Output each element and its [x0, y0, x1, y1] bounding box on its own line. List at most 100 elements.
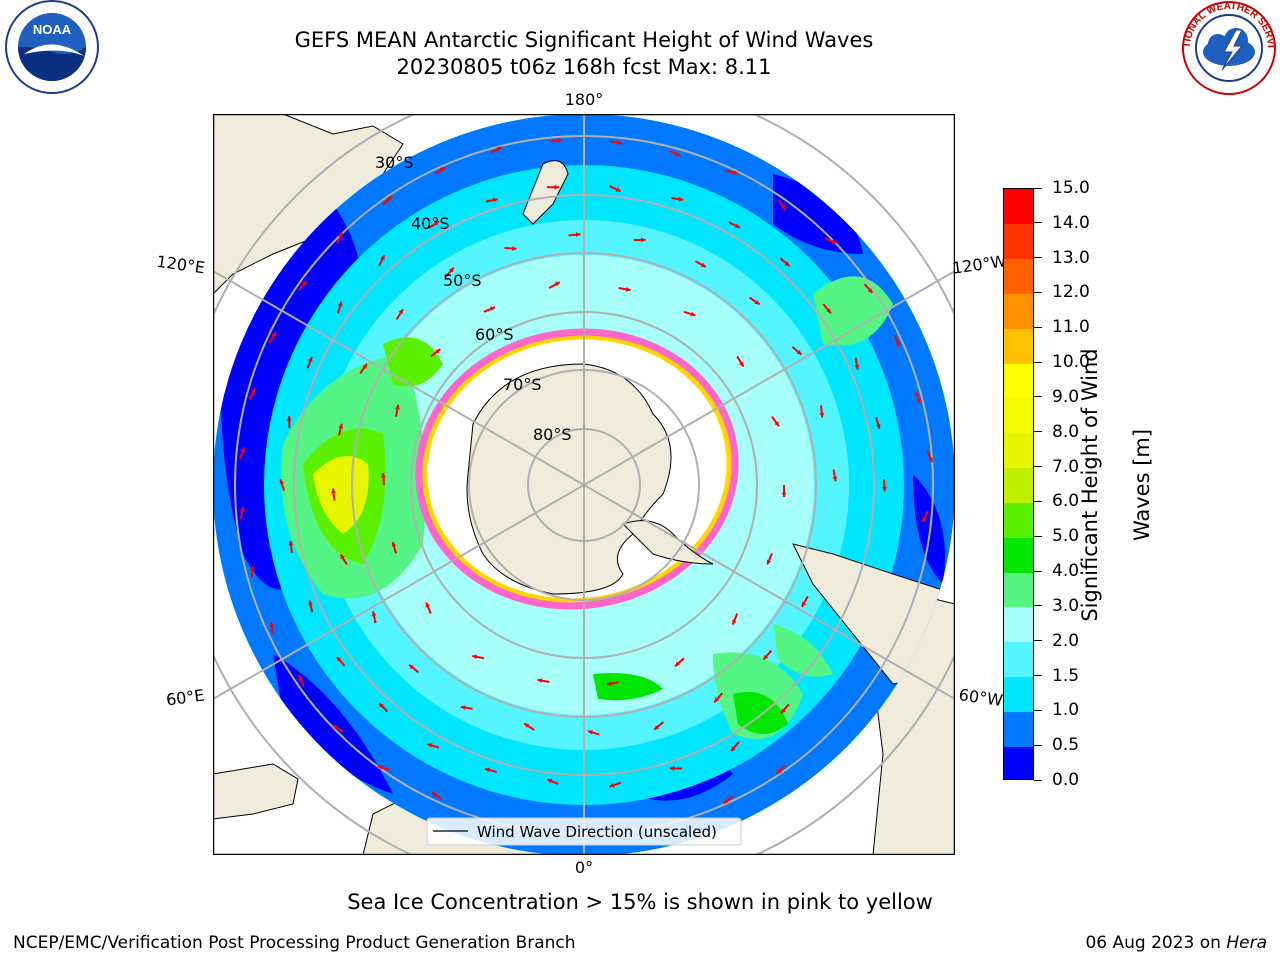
wind-wave-arrow-head: [338, 423, 344, 429]
colorbar-tick-label: 0.5: [1052, 735, 1080, 756]
nws-logo: NATIONAL WEATHER SERVICE: [1174, 0, 1280, 100]
wind-wave-arrow-head: [678, 196, 684, 202]
lat-label-60s: 60°S: [475, 325, 514, 344]
wind-wave-arrow-head: [781, 708, 786, 714]
wind-wave-arrow-head: [854, 364, 860, 370]
wind-wave-arrow-head: [298, 674, 303, 680]
lon-label-120e: 120°E: [155, 252, 206, 278]
colorbar-segment: [1004, 397, 1033, 434]
wind-wave-arrow-head: [524, 723, 530, 728]
colorbar-tick-label: 5.0: [1052, 526, 1080, 547]
wind-wave-arrow-head: [449, 267, 454, 273]
wind-wave-arrow-head: [732, 619, 737, 625]
colorbar-segment: [1004, 189, 1033, 225]
wind-wave-arrow-head: [641, 237, 646, 243]
colorbar-segment: [1004, 223, 1033, 260]
colorbar-title-line1: Significant Height of Wind: [1078, 348, 1102, 622]
wind-wave-arrow-head: [784, 261, 790, 267]
wind-wave-arrow-head: [288, 540, 294, 546]
lat-label-70s: 70°S: [503, 375, 542, 394]
chart-title: GEFS MEAN Antarctic Significant Height o…: [294, 28, 874, 52]
wind-wave-arrow-head: [240, 447, 245, 453]
colorbar-segment: [1004, 328, 1033, 364]
wind-wave-arrow-head: [916, 398, 921, 404]
wind-wave-arrow-head: [511, 246, 517, 251]
sea-ice-note: Sea Ice Concentration > 15% is shown in …: [347, 890, 933, 914]
wind-wave-arrow-head: [801, 601, 807, 607]
colorbar-tick: [1034, 431, 1042, 433]
noaa-logo-text: NOAA: [33, 22, 72, 37]
wind-wave-arrow-head: [269, 622, 275, 628]
lon-label-60w: 60°W: [958, 685, 1005, 710]
wind-wave-arrow-head: [625, 286, 631, 292]
wind-wave-arrow-head: [739, 361, 744, 367]
colorbar-tick-label: 7.0: [1052, 456, 1080, 477]
map-border: [212, 113, 956, 856]
wind-wave-arrow-head: [308, 600, 313, 606]
wind-wave-arrow-head: [271, 332, 276, 338]
wind-wave-arrow-head: [409, 664, 415, 670]
colorbar-tick: [1034, 779, 1042, 781]
wind-wave-arrow-head: [607, 681, 612, 686]
colorbar-tick: [1034, 744, 1042, 746]
wind-wave-arrow-head: [381, 473, 386, 478]
wind-wave-arrow-head: [895, 341, 901, 347]
map-legend: Wind Wave Direction (unscaled): [426, 817, 742, 846]
wind-wave-arrow-head: [781, 205, 786, 211]
latitude-labels: 30°S 40°S 50°S 60°S 70°S 80°S: [375, 153, 572, 444]
colorbar-segment: [1004, 363, 1033, 399]
colorbar-tick: [1034, 640, 1042, 642]
colorbar-segment: [1004, 676, 1033, 712]
colorbar-tick: [1034, 326, 1042, 328]
colorbar-tick-label: 13.0: [1052, 247, 1090, 268]
wind-wave-arrow-head: [700, 262, 706, 267]
lat-label-50s: 50°S: [443, 271, 482, 290]
colorbar-tick-label: 1.5: [1052, 665, 1080, 686]
wind-wave-arrow-head: [875, 423, 881, 429]
wind-wave-arrow-head: [587, 730, 593, 735]
wind-wave-arrow-head: [332, 724, 338, 730]
colorbar-tick-label: 10.0: [1052, 352, 1090, 373]
wind-wave-arrow-head: [796, 349, 802, 355]
wind-wave-arrow-head: [826, 308, 832, 314]
colorbar-tick-label: 3.0: [1052, 595, 1080, 616]
wind-wave-arrow-head: [490, 306, 496, 312]
wind-wave-arrow-head: [617, 140, 623, 146]
wind-wave-arrow-head: [733, 170, 739, 175]
wind-wave-arrow-head: [723, 798, 729, 804]
wind-wave-arrows: [239, 137, 934, 805]
wind-wave-arrow-head: [472, 654, 477, 660]
wind-wave-arrow-head: [496, 146, 502, 152]
colorbar-segment: [1004, 258, 1033, 294]
colorbar-tick: [1034, 500, 1042, 502]
lon-label-60e: 60°E: [165, 685, 206, 709]
colorbar-segment: [1004, 432, 1033, 469]
wind-wave-arrow-head: [832, 476, 838, 482]
wind-wave-arrow-head: [460, 705, 466, 710]
wind-wave-arrow-head: [882, 486, 887, 492]
colorbar-tick-label: 12.0: [1052, 282, 1090, 303]
wind-wave-arrow-head: [781, 492, 787, 497]
lat-label-80s: 80°S: [533, 425, 572, 444]
wind-wave-arrow-head: [331, 488, 336, 494]
colorbar-segment: [1004, 711, 1033, 747]
colorbar-tick: [1034, 396, 1042, 398]
wind-wave-arrow-head: [386, 196, 392, 202]
colorbar-tick: [1034, 709, 1042, 711]
wind-wave-arrow-head: [379, 703, 384, 708]
wind-wave-arrow-head: [654, 724, 660, 730]
wind-wave-arrow-head: [250, 388, 256, 394]
wind-wave-arrow-head: [371, 611, 377, 617]
wind-wave-arrow-head: [774, 421, 779, 427]
colorbar-segment: [1004, 572, 1033, 608]
colorbar-tick-label: 15.0: [1052, 178, 1090, 198]
footer-host: Hera: [1226, 933, 1267, 953]
colorbar-tick: [1034, 291, 1042, 293]
wind-wave-arrow-head: [557, 137, 562, 143]
wind-wave-arrow-head: [250, 565, 255, 571]
colorbar-tick: [1034, 535, 1042, 537]
wind-wave-arrow-head: [492, 197, 498, 203]
lon-label-0: 0°: [575, 858, 593, 877]
colorbar-tick: [1034, 605, 1042, 607]
